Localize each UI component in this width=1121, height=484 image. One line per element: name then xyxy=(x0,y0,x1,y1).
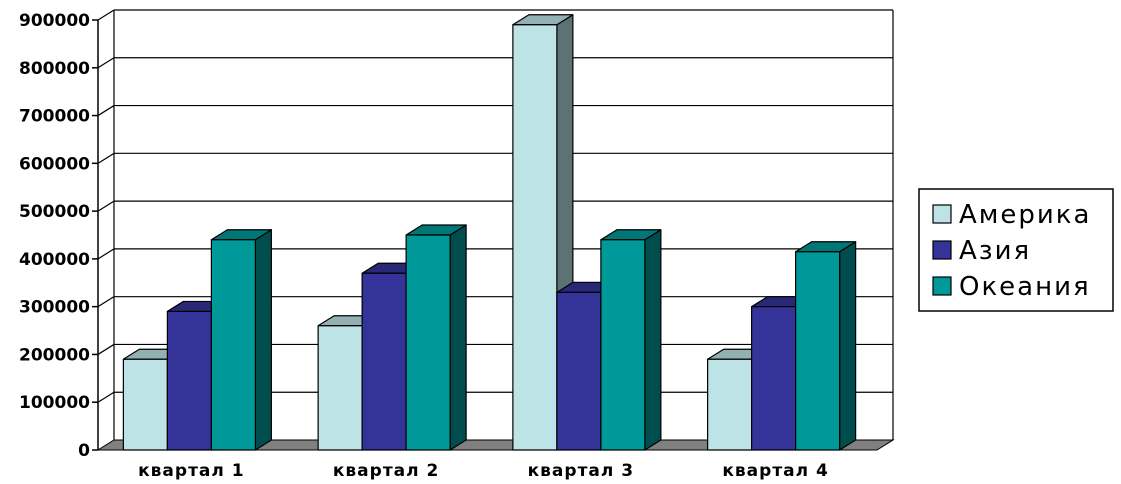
bars xyxy=(122,14,857,451)
side-wall-gridline xyxy=(97,105,115,117)
legend-entry: Америка xyxy=(959,200,1091,230)
bar xyxy=(210,229,272,451)
x-category-label: квартал 3 xyxy=(528,461,634,481)
legend-swatch xyxy=(932,276,952,296)
legend-swatch xyxy=(932,204,952,224)
x-axis-category-labels: квартал 1 квартал 2 квартал 3 квартал 4 xyxy=(138,461,828,481)
legend: Америка Азия Океания xyxy=(918,188,1114,312)
y-tick-label: 200000 xyxy=(19,345,90,365)
side-wall-gridline xyxy=(97,200,115,212)
side-wall-gridline xyxy=(97,9,115,21)
y-tick-label: 500000 xyxy=(19,202,90,222)
bar xyxy=(795,241,857,451)
x-category-label: квартал 1 xyxy=(138,461,244,481)
x-category-label: квартал 2 xyxy=(333,461,439,481)
y-tick-label: 400000 xyxy=(19,250,90,270)
side-wall-gridline xyxy=(97,343,115,355)
axes xyxy=(92,19,99,451)
side-wall-gridline xyxy=(97,391,115,403)
y-tick-label: 100000 xyxy=(19,393,90,413)
legend-entry: Азия xyxy=(959,236,1031,266)
legend-swatch xyxy=(932,240,952,260)
y-tick-label: 700000 xyxy=(19,107,90,127)
side-wall-gridline xyxy=(97,152,115,164)
y-axis-tick-labels: 0 100000 200000 300000 400000 500000 600000 700… xyxy=(19,11,90,461)
y-tick-label: 300000 xyxy=(19,298,90,318)
y-tick-label: 600000 xyxy=(19,154,90,174)
y-tick-label: 800000 xyxy=(19,59,90,79)
side-wall-gridline xyxy=(97,296,115,308)
bar xyxy=(600,229,662,451)
bar xyxy=(405,224,467,451)
side-wall-gridline xyxy=(97,57,115,69)
y-tick-label: 900000 xyxy=(19,11,90,31)
side-wall-gridline xyxy=(97,248,115,260)
x-category-label: квартал 4 xyxy=(722,461,828,481)
legend-entry: Океания xyxy=(959,272,1091,302)
y-tick-label: 0 xyxy=(78,441,90,461)
